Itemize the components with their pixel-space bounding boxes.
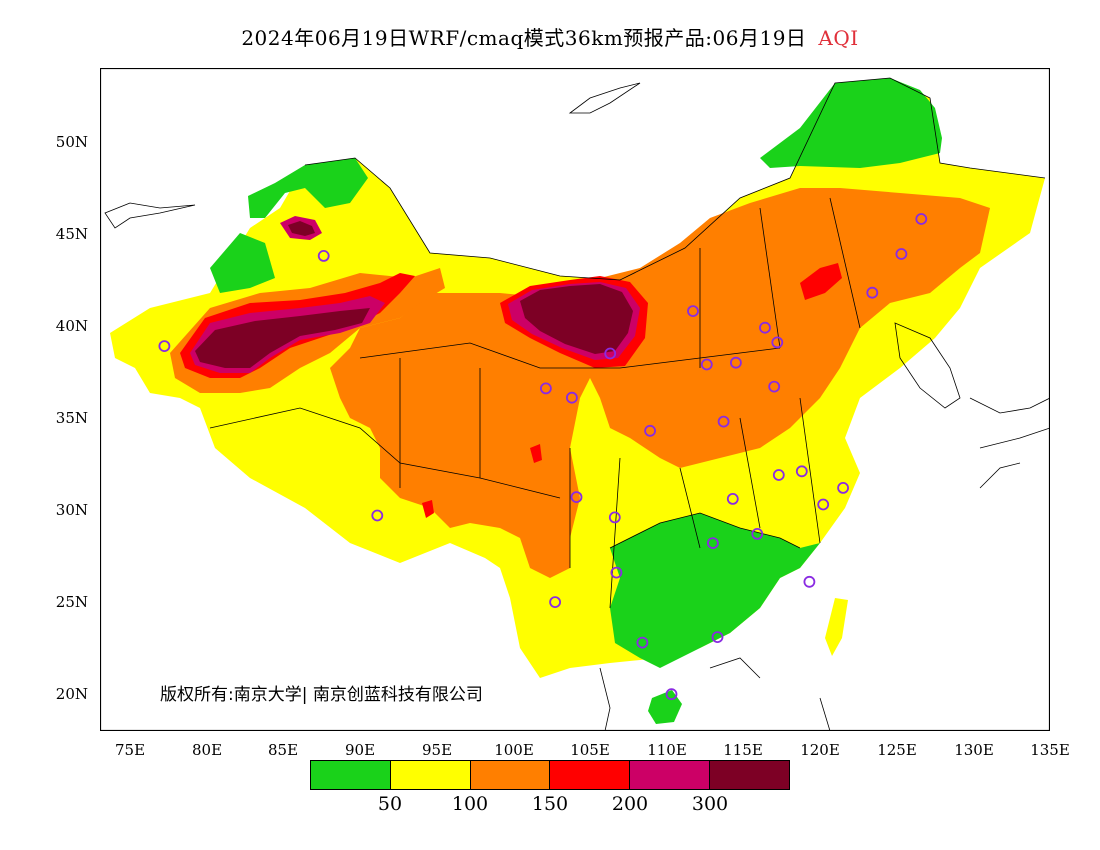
map-frame [100,68,1050,731]
station-marker-20 [803,575,816,588]
station-marker-16 [549,596,562,608]
station-marker-28 [866,286,879,299]
lon-label-75e: 75E [114,741,146,759]
lat-label-35n: 35N [55,409,88,427]
station-marker-24 [772,469,785,481]
station-marker-8 [759,321,771,334]
title-main: 2024年06月19日WRF/cmaq模式36km预报产品:06月19日 [241,26,807,50]
station-marker-6 [700,358,713,371]
lat-label-30n: 30N [55,501,88,519]
lon-label-85e: 85E [267,741,299,759]
station-marker-9 [771,336,784,349]
station-marker-14 [608,511,621,524]
station-marker-12 [644,424,656,437]
northwest-maroon [195,308,370,368]
sichuan-red-spot [530,444,542,463]
province-borders [209,77,1046,609]
legend-label-300: 300 [691,793,729,815]
lon-label-135e: 135E [1030,741,1070,759]
northwest-green [248,158,368,218]
lon-label-130e: 130E [954,741,994,759]
legend-swatch-very-unhealthy [630,761,711,789]
lon-label-115e: 115E [723,741,763,759]
legend-label-150: 150 [531,793,569,815]
lon-label-120e: 120E [800,741,840,759]
legend-swatch-hazardous [710,761,789,789]
station-marker-30 [915,213,928,225]
lon-label-125e: 125E [877,741,917,759]
legend-label-100: 100 [451,793,489,815]
station-marker-2 [539,382,552,395]
station-marker-26 [817,498,830,511]
aqi-map [100,68,1050,731]
station-marker-17 [636,636,649,649]
lat-label-25n: 25N [55,593,88,611]
west-green [210,233,275,293]
lon-label-80e: 80E [191,741,223,759]
copyright-notice: 版权所有:南京大学| 南京创蓝科技有限公司 [160,685,483,705]
lon-label-90e: 90E [344,741,376,759]
south-green [610,513,820,668]
lon-label-110e: 110E [647,741,687,759]
taiwan-yellow [825,598,848,656]
lon-label-95e: 95E [421,741,453,759]
station-marker-5 [687,305,699,318]
station-marker-13 [570,491,583,504]
station-marker-11 [717,415,730,428]
station-marker-22 [707,537,719,550]
station-marker-0 [158,340,171,353]
title-parameter: AQI [818,26,859,50]
station-marker-29 [895,248,908,260]
aqi-legend-colorbar [310,760,790,790]
lon-label-105e: 105E [570,741,610,759]
lat-label-20n: 20N [55,685,88,703]
northeast-red-patch [800,263,842,300]
lat-label-45n: 45N [55,225,88,243]
station-marker-4 [604,347,617,360]
tianshan-maroon-spot [288,221,315,236]
lat-label-50n: 50N [55,133,88,151]
station-marker-7 [730,356,742,369]
map-border [100,68,1050,731]
station-marker-27 [837,481,849,494]
station-marker-18 [665,688,678,701]
station-marker-1 [317,249,330,262]
north-maroon [520,284,633,354]
station-marker-31 [371,509,384,522]
neighbor-coastlines [104,82,1050,731]
station-marker-25 [795,465,808,478]
station-marker-3 [565,391,578,404]
map-title: 2024年06月19日WRF/cmaq模式36km预报产品:06月19日 AQI [0,22,1100,51]
aqi-field [110,78,1045,724]
station-markers [158,213,928,701]
station-marker-15 [610,566,623,579]
lat-label-40n: 40N [55,317,88,335]
station-marker-21 [751,527,764,540]
legend-swatch-good [311,761,391,789]
station-marker-10 [768,380,781,393]
tibet-red-spot [422,500,434,518]
legend-swatch-unhealthy [550,761,631,789]
legend-label-50: 50 [377,793,403,815]
legend-label-200: 200 [611,793,649,815]
station-marker-19 [711,631,724,643]
lon-label-100e: 100E [494,741,534,759]
legend-swatch-sensitive [470,761,551,789]
legend-swatch-moderate [390,761,471,789]
station-marker-23 [726,492,739,505]
